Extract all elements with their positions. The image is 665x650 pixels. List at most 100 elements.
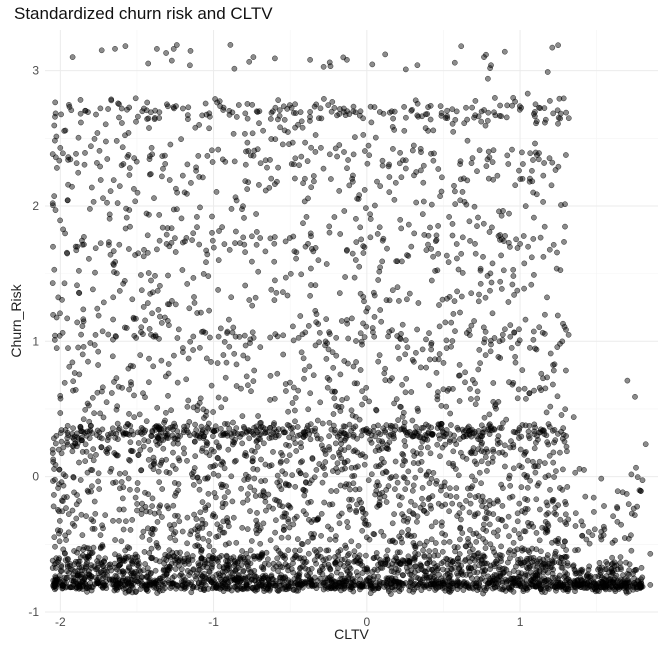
data-point bbox=[435, 552, 441, 559]
data-point bbox=[344, 395, 350, 402]
data-point bbox=[251, 475, 258, 482]
data-point bbox=[285, 547, 292, 554]
data-point bbox=[143, 210, 150, 217]
data-point bbox=[252, 294, 259, 301]
data-point bbox=[330, 411, 337, 417]
data-point bbox=[272, 55, 278, 62]
data-point bbox=[243, 471, 249, 478]
data-point bbox=[561, 574, 568, 580]
data-point bbox=[375, 358, 382, 365]
data-point bbox=[274, 555, 281, 562]
data-point bbox=[232, 568, 239, 574]
data-point bbox=[422, 583, 429, 590]
data-point bbox=[476, 291, 482, 298]
data-point bbox=[546, 246, 553, 253]
data-point bbox=[412, 97, 419, 104]
data-point bbox=[119, 577, 126, 584]
data-point bbox=[351, 274, 358, 281]
data-point bbox=[367, 216, 374, 222]
data-point bbox=[205, 420, 212, 427]
data-point bbox=[359, 581, 365, 588]
data-point bbox=[126, 411, 132, 417]
data-point bbox=[317, 399, 324, 406]
data-point bbox=[561, 323, 568, 330]
data-point bbox=[543, 432, 550, 439]
data-point bbox=[52, 583, 59, 589]
data-point bbox=[621, 580, 628, 587]
data-point bbox=[367, 436, 373, 443]
data-point bbox=[105, 431, 111, 438]
data-point bbox=[563, 443, 570, 450]
data-point bbox=[485, 580, 492, 586]
data-point bbox=[390, 430, 397, 437]
data-point bbox=[249, 447, 255, 454]
data-point bbox=[376, 502, 382, 508]
data-point bbox=[262, 248, 269, 255]
data-point bbox=[56, 530, 62, 537]
data-point bbox=[140, 331, 146, 337]
data-point bbox=[230, 130, 237, 137]
data-point bbox=[337, 482, 344, 489]
data-point bbox=[112, 333, 119, 339]
data-point bbox=[243, 585, 250, 592]
data-point bbox=[321, 499, 328, 506]
data-point bbox=[185, 555, 191, 561]
data-point bbox=[524, 497, 531, 503]
data-point bbox=[330, 364, 337, 371]
data-point bbox=[164, 317, 171, 324]
data-point bbox=[208, 359, 214, 365]
data-point bbox=[550, 110, 557, 117]
data-point bbox=[379, 258, 386, 265]
data-point bbox=[90, 198, 97, 205]
data-point bbox=[419, 211, 426, 217]
data-point bbox=[545, 421, 552, 427]
data-point bbox=[413, 584, 420, 591]
data-point bbox=[292, 124, 298, 131]
data-point bbox=[497, 572, 503, 579]
data-point bbox=[559, 435, 566, 442]
data-point bbox=[427, 450, 434, 457]
data-point bbox=[52, 207, 59, 213]
data-point bbox=[90, 518, 97, 525]
data-point bbox=[198, 549, 204, 555]
data-point bbox=[613, 562, 620, 569]
data-point bbox=[247, 560, 254, 567]
data-point bbox=[341, 208, 348, 214]
data-point bbox=[180, 445, 187, 452]
data-point bbox=[62, 584, 69, 591]
data-point bbox=[420, 198, 427, 205]
data-point bbox=[396, 298, 402, 304]
data-point bbox=[521, 559, 528, 566]
data-point bbox=[286, 235, 293, 241]
data-point bbox=[446, 575, 452, 581]
data-point bbox=[294, 536, 301, 542]
data-point bbox=[76, 498, 82, 504]
data-point bbox=[119, 384, 125, 391]
data-point bbox=[223, 552, 230, 559]
data-point bbox=[60, 546, 67, 553]
data-point bbox=[325, 102, 332, 108]
data-point bbox=[379, 470, 386, 476]
data-point bbox=[152, 567, 159, 574]
data-point bbox=[116, 517, 122, 524]
data-point bbox=[521, 285, 527, 292]
data-point bbox=[148, 432, 155, 439]
data-point bbox=[326, 223, 333, 230]
data-point bbox=[444, 115, 451, 121]
data-point bbox=[460, 175, 467, 182]
data-point bbox=[302, 329, 309, 336]
data-point bbox=[255, 268, 262, 275]
data-point bbox=[490, 545, 496, 552]
data-point bbox=[90, 286, 96, 293]
data-point bbox=[233, 114, 240, 120]
data-point bbox=[333, 334, 340, 341]
data-point bbox=[418, 566, 425, 573]
data-point bbox=[116, 114, 122, 121]
data-point bbox=[451, 298, 458, 304]
data-point bbox=[88, 573, 95, 580]
data-point bbox=[545, 569, 551, 576]
data-point bbox=[478, 458, 485, 465]
data-point bbox=[292, 101, 298, 108]
data-point bbox=[307, 109, 313, 115]
data-point bbox=[419, 495, 425, 502]
